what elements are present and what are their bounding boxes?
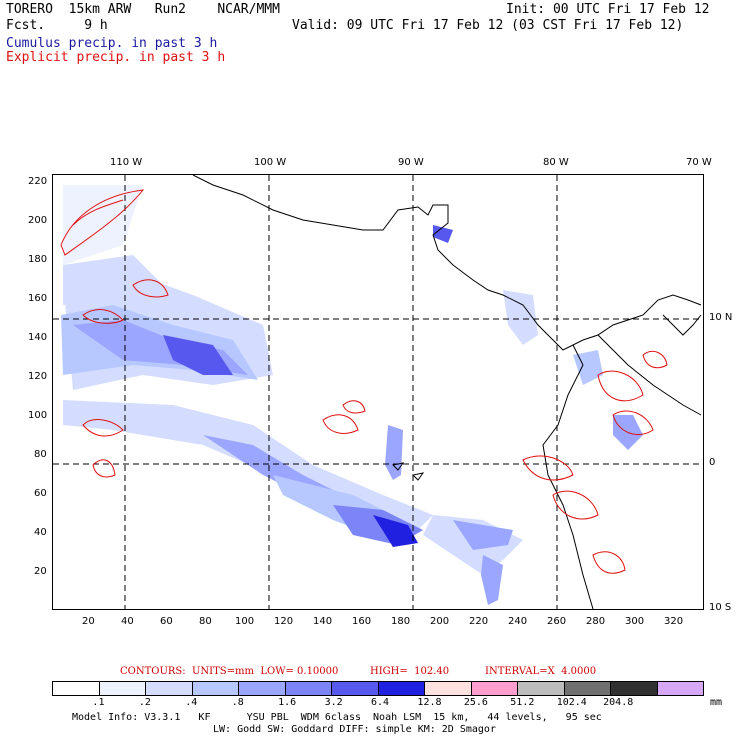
x-label: 20	[82, 616, 95, 627]
graticule	[53, 175, 703, 609]
legend-unit: mm	[710, 697, 723, 708]
lat-label-10n: 10 N	[709, 312, 733, 323]
x-label: 280	[586, 616, 606, 627]
lat-label-10s: 10 S	[709, 602, 732, 613]
contours-info: CONTOURS: UNITS=mm LOW= 0.10000	[120, 666, 339, 677]
init-time: Init: 00 UTC Fri 17 Feb 12	[506, 2, 710, 17]
model-info: Model Info: V3.3.1 KF YSU PBL WDM 6class…	[72, 712, 602, 723]
legend-tick-label: 51.2	[510, 697, 535, 708]
x-label: 200	[430, 616, 450, 627]
y-label: 60	[34, 488, 47, 499]
y-label: 100	[28, 410, 48, 421]
x-label: 320	[664, 616, 684, 627]
coastlines	[192, 174, 702, 610]
model-title: TORERO 15km ARW Run2 NCAR/MMM	[6, 2, 280, 17]
lon-label-90w: 90 W	[398, 157, 424, 168]
legend-swatch	[99, 682, 146, 695]
legend-colorbar	[52, 681, 704, 696]
legend-swatch	[425, 682, 472, 695]
lon-label-100w: 100 W	[254, 157, 287, 168]
legend-tick-label: 25.6	[463, 697, 488, 708]
y-label: 140	[28, 332, 48, 343]
x-label: 140	[313, 616, 333, 627]
legend-tick-label: .2	[138, 697, 151, 708]
x-label: 40	[121, 616, 134, 627]
lon-label-80w: 80 W	[543, 157, 569, 168]
legend-tick-label: 6.4	[371, 697, 390, 708]
legend-swatch	[239, 682, 286, 695]
x-label: 240	[508, 616, 528, 627]
x-label: 180	[391, 616, 411, 627]
lon-label-110w: 110 W	[110, 157, 143, 168]
field-explicit-label: Explicit precip. in past 3 h	[6, 50, 226, 65]
legend-swatch	[53, 682, 100, 695]
legend-swatch	[146, 682, 193, 695]
x-label: 80	[199, 616, 212, 627]
legend-swatch	[285, 682, 332, 695]
legend-swatch	[564, 682, 611, 695]
x-label: 100	[235, 616, 255, 627]
model-physics: LW: Godd SW: Goddard DIFF: simple KM: 2D…	[213, 724, 496, 735]
precip-map	[52, 174, 704, 610]
x-label: 120	[274, 616, 294, 627]
legend-tick-label: .8	[231, 697, 244, 708]
contours-interval: INTERVAL=X 4.0000	[485, 666, 597, 677]
y-label: 160	[28, 293, 48, 304]
legend-swatch	[657, 682, 703, 695]
y-label: 220	[28, 176, 48, 187]
legend-tick-label: 3.2	[324, 697, 343, 708]
legend-tick-label: 204.8	[603, 697, 634, 708]
x-label: 60	[160, 616, 173, 627]
legend-tick-label: .1	[92, 697, 105, 708]
y-label: 120	[28, 371, 48, 382]
lon-label-70w: 70 W	[686, 157, 712, 168]
y-label: 20	[34, 566, 47, 577]
legend-swatch	[192, 682, 239, 695]
x-label: 260	[547, 616, 567, 627]
x-label: 160	[352, 616, 372, 627]
legend-swatch	[378, 682, 425, 695]
legend-tick-label: 102.4	[556, 697, 587, 708]
legend-tick-label: .4	[185, 697, 198, 708]
explicit-precip-contours	[60, 189, 668, 574]
legend-swatch	[471, 682, 518, 695]
valid-time: Valid: 09 UTC Fri 17 Feb 12 (03 CST Fri …	[292, 18, 684, 33]
map-canvas	[53, 174, 703, 610]
x-label: 220	[469, 616, 489, 627]
cumulus-precip-shading	[61, 185, 643, 605]
lat-label-eq: 0	[709, 457, 716, 468]
legend-tick-label: 12.8	[417, 697, 442, 708]
legend-swatch	[518, 682, 565, 695]
x-label: 300	[625, 616, 645, 627]
legend-tick-label: 1.6	[278, 697, 297, 708]
y-label: 200	[28, 215, 48, 226]
field-cumulus-label: Cumulus precip. in past 3 h	[6, 36, 218, 51]
forecast-hour: Fcst. 9 h	[6, 18, 108, 33]
legend-swatch	[332, 682, 379, 695]
contours-high: HIGH= 102.40	[370, 666, 450, 677]
y-label: 80	[34, 449, 47, 460]
y-label: 40	[34, 527, 47, 538]
y-label: 180	[28, 254, 48, 265]
legend-swatch	[611, 682, 658, 695]
